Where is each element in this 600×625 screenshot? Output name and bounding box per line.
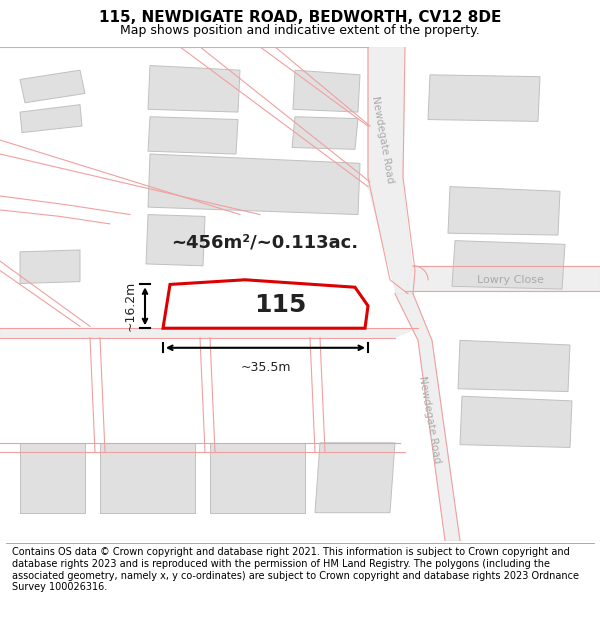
Polygon shape: [148, 117, 238, 154]
Polygon shape: [315, 442, 395, 512]
Polygon shape: [452, 241, 565, 289]
Polygon shape: [20, 250, 80, 284]
Polygon shape: [100, 442, 195, 512]
Text: ~35.5m: ~35.5m: [240, 361, 291, 374]
Polygon shape: [20, 70, 85, 102]
Text: Map shows position and indicative extent of the property.: Map shows position and indicative extent…: [120, 24, 480, 36]
Text: 115, NEWDIGATE ROAD, BEDWORTH, CV12 8DE: 115, NEWDIGATE ROAD, BEDWORTH, CV12 8DE: [99, 10, 501, 25]
Polygon shape: [460, 396, 572, 448]
Polygon shape: [20, 442, 85, 512]
Text: ~16.2m: ~16.2m: [124, 281, 137, 331]
Polygon shape: [210, 442, 305, 512]
Text: Lowry Close: Lowry Close: [476, 275, 544, 285]
Polygon shape: [148, 154, 360, 214]
Polygon shape: [292, 117, 358, 149]
Polygon shape: [428, 75, 540, 121]
Polygon shape: [458, 341, 570, 392]
Polygon shape: [148, 66, 240, 112]
Polygon shape: [20, 104, 82, 132]
Polygon shape: [368, 47, 415, 294]
Text: Contains OS data © Crown copyright and database right 2021. This information is : Contains OS data © Crown copyright and d…: [12, 548, 579, 592]
Polygon shape: [395, 294, 460, 541]
Polygon shape: [448, 187, 560, 235]
Polygon shape: [163, 280, 368, 328]
Polygon shape: [293, 70, 360, 112]
Text: Newdegate Road: Newdegate Road: [370, 96, 395, 184]
Text: ~456m²/~0.113ac.: ~456m²/~0.113ac.: [172, 234, 359, 251]
Text: Newdegate Road: Newdegate Road: [418, 375, 443, 464]
Text: 115: 115: [254, 293, 306, 317]
Polygon shape: [146, 214, 205, 266]
Polygon shape: [405, 266, 600, 291]
Polygon shape: [0, 328, 418, 338]
